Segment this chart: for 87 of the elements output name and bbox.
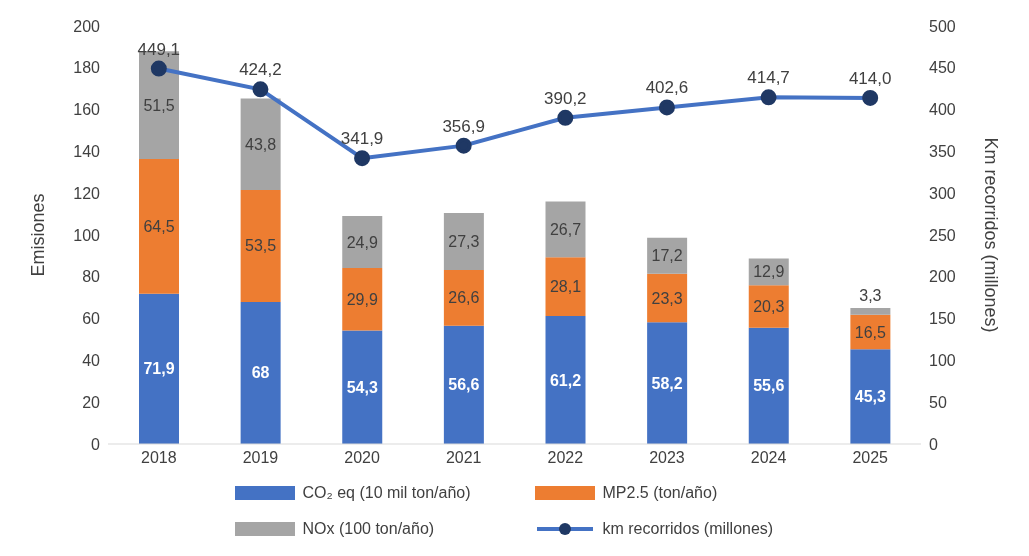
data-label: 58,2 — [651, 374, 683, 392]
data-label: 29,9 — [346, 290, 378, 308]
data-label: 3,3 — [859, 287, 882, 305]
y2-tick-label: 300 — [929, 184, 956, 202]
data-label: 356,9 — [442, 116, 485, 136]
bar — [240, 301, 281, 444]
y2-tick-label: 150 — [929, 310, 956, 328]
data-label: 414,0 — [848, 68, 892, 88]
x-tick-label: 2025 — [852, 449, 889, 467]
data-label: 68 — [251, 364, 270, 382]
y-tick-label: 20 — [82, 393, 101, 411]
y-tick-label: 180 — [73, 59, 101, 77]
x-tick-label: 2021 — [445, 449, 482, 467]
data-label: 26,6 — [448, 289, 480, 307]
data-label: 55,6 — [753, 377, 785, 395]
x-tick-label: 2022 — [547, 449, 584, 467]
data-label: 43,8 — [245, 135, 277, 153]
y-tick-label: 140 — [73, 143, 101, 161]
data-label: 341,9 — [340, 129, 384, 149]
data-label: 53,5 — [245, 237, 277, 255]
y2-tick-label: 200 — [929, 268, 956, 286]
data-label: 16,5 — [854, 323, 887, 341]
bar — [342, 268, 383, 331]
x-tick-label: 2024 — [750, 449, 787, 467]
x-tick-label: 2023 — [649, 449, 685, 467]
data-label: 51,5 — [143, 96, 175, 114]
bar — [545, 201, 586, 258]
bar — [647, 322, 688, 444]
data-label: 23,3 — [651, 289, 683, 307]
bar — [139, 293, 179, 444]
y-tick-label: 60 — [82, 310, 101, 328]
y-tick-label: 120 — [73, 184, 101, 202]
bar — [342, 215, 383, 269]
y-tick-label: 40 — [82, 352, 101, 370]
data-label: 424,2 — [239, 60, 282, 80]
data-label: 56,6 — [448, 376, 480, 394]
data-label: 64,5 — [143, 217, 175, 235]
y-tick-label: 160 — [73, 101, 101, 119]
y2-tick-label: 100 — [929, 352, 956, 370]
x-tick-label: 2019 — [242, 449, 279, 467]
bar — [748, 327, 789, 444]
bar — [139, 158, 179, 294]
data-label: 26,7 — [549, 220, 582, 238]
bar — [443, 325, 484, 444]
legend-label: NOx (100 ton/año) — [302, 520, 435, 538]
bar — [850, 307, 891, 315]
data-label: 71,9 — [143, 360, 175, 378]
legend-label: km recorridos (millones) — [602, 520, 774, 538]
bar — [850, 349, 891, 444]
bar — [545, 316, 586, 444]
data-label: 28,1 — [549, 278, 582, 296]
y2-tick-label: 50 — [929, 393, 947, 411]
data-label: 390,2 — [544, 88, 587, 108]
y2-tick-label: 450 — [929, 59, 956, 77]
y-tick-label: 0 — [91, 435, 101, 453]
y2-tick-label: 400 — [929, 101, 956, 119]
bar — [443, 213, 484, 271]
data-label: 20,3 — [753, 298, 785, 316]
legend-label: CO₂ eq (10 mil ton/año) — [302, 484, 471, 502]
data-label: 61,2 — [549, 371, 582, 389]
y2-tick-label: 0 — [929, 435, 938, 453]
bar — [443, 270, 484, 326]
bar — [342, 330, 383, 444]
data-label: 27,3 — [448, 233, 480, 251]
legend-label: MP2.5 (ton/año) — [602, 484, 718, 502]
data-label: 45,3 — [854, 388, 887, 406]
y-axis-title: Emisiones — [28, 193, 49, 277]
bar — [240, 98, 281, 191]
x-tick-label: 2018 — [141, 449, 177, 467]
y-tick-label: 100 — [73, 226, 101, 244]
x-tick-label: 2020 — [344, 449, 380, 467]
data-label: 17,2 — [651, 247, 683, 265]
data-label: 24,9 — [346, 233, 378, 251]
y-tick-label: 200 — [73, 17, 101, 35]
data-label: 12,9 — [753, 263, 785, 281]
data-label: 402,6 — [645, 78, 689, 98]
bar — [748, 285, 789, 328]
y2-tick-label: 350 — [929, 143, 956, 161]
y-tick-label: 80 — [82, 268, 101, 286]
data-label: 54,3 — [346, 378, 378, 396]
data-label: 414,7 — [747, 68, 790, 88]
bar — [545, 257, 586, 317]
y2-tick-label: 500 — [929, 17, 956, 35]
y2-axis-title: Km recorridos (millones) — [980, 137, 1001, 333]
bar — [240, 190, 281, 302]
y2-tick-label: 250 — [929, 226, 956, 244]
data-label: 449,1 — [137, 39, 181, 59]
